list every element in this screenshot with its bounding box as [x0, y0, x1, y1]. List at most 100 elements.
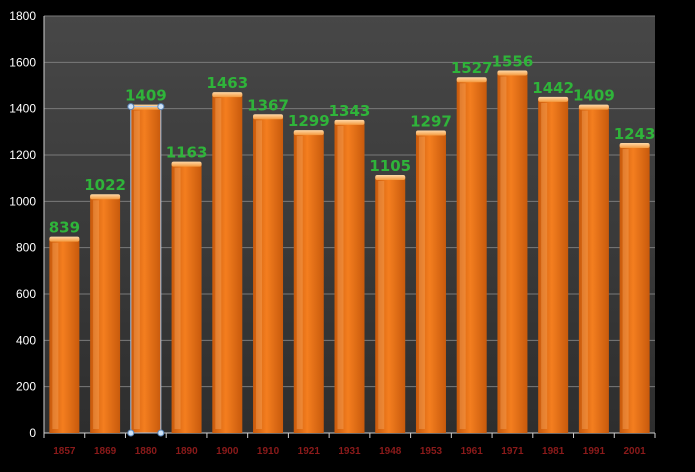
- bar[interactable]: [212, 92, 243, 434]
- bar-top-cap: [375, 175, 406, 181]
- y-tick-label: 1000: [9, 194, 36, 208]
- bar[interactable]: [538, 96, 569, 433]
- bar-top-cap: [538, 96, 569, 102]
- bar-top-cap: [334, 119, 365, 125]
- bar-body[interactable]: [212, 94, 243, 434]
- data-label: 1299: [288, 112, 330, 130]
- x-tick-label: 1857: [53, 446, 76, 457]
- selection-outline: [130, 106, 162, 434]
- bar-highlight: [93, 200, 100, 429]
- data-label: 1442: [532, 79, 574, 97]
- y-tick-label: 200: [16, 380, 36, 394]
- bar-body[interactable]: [415, 132, 446, 434]
- bar[interactable]: [456, 77, 487, 434]
- data-label: 1556: [492, 53, 534, 71]
- data-label: 839: [49, 219, 80, 237]
- x-tick-label: 1900: [216, 446, 239, 457]
- x-tick-label: 2001: [624, 446, 647, 457]
- bar-highlight: [337, 125, 344, 429]
- bar-highlight: [581, 110, 588, 429]
- bar[interactable]: [253, 114, 284, 433]
- y-tick-label: 0: [29, 426, 36, 440]
- bar-highlight: [500, 76, 507, 429]
- data-label: 1463: [206, 74, 248, 92]
- bar[interactable]: [293, 130, 324, 433]
- x-tick-label: 1910: [257, 446, 280, 457]
- selection-handles: [127, 103, 165, 437]
- bar[interactable]: [171, 161, 202, 434]
- selection-handle[interactable]: [157, 103, 165, 111]
- bar-highlight: [459, 83, 466, 430]
- x-tick-label: 1991: [583, 446, 606, 457]
- bar-highlight: [378, 181, 385, 429]
- x-tick-label: 1880: [135, 446, 158, 457]
- bar-body[interactable]: [619, 145, 650, 433]
- bar-top-cap: [171, 161, 202, 167]
- x-tick-label: 1971: [501, 446, 524, 457]
- bar-top-cap: [619, 143, 650, 149]
- bar-top-cap: [90, 194, 121, 200]
- bar[interactable]: [415, 130, 446, 434]
- y-tick-label: 400: [16, 333, 36, 347]
- data-label: 1527: [451, 59, 493, 77]
- y-tick-label: 800: [16, 241, 36, 255]
- bar-top-cap: [456, 77, 487, 83]
- data-label: 1163: [166, 144, 208, 162]
- bar[interactable]: [375, 175, 406, 433]
- x-tick-label: 1948: [379, 446, 402, 457]
- data-label: 1297: [410, 113, 452, 131]
- x-tick-label: 1961: [461, 446, 484, 457]
- bar-body[interactable]: [49, 238, 80, 433]
- selection-handle[interactable]: [127, 429, 135, 437]
- data-label: 1409: [573, 87, 615, 105]
- bar-highlight: [52, 242, 59, 429]
- bar[interactable]: [619, 143, 650, 433]
- bar-body[interactable]: [497, 72, 528, 433]
- bar-highlight: [541, 102, 548, 429]
- bar[interactable]: [49, 236, 80, 433]
- bar-highlight: [215, 98, 222, 430]
- bar[interactable]: [578, 104, 609, 433]
- bar-top-cap: [578, 104, 609, 110]
- bar-body[interactable]: [293, 132, 324, 433]
- bar-highlight: [296, 136, 303, 429]
- bar-top-cap: [293, 130, 324, 136]
- y-tick-label: 1200: [9, 148, 36, 162]
- bar-top-cap: [253, 114, 284, 120]
- data-label: 1409: [125, 87, 167, 105]
- bar-body[interactable]: [334, 121, 365, 433]
- bar-body[interactable]: [171, 163, 202, 434]
- bar[interactable]: [334, 119, 365, 433]
- bar-body[interactable]: [538, 98, 569, 433]
- y-tick-label: 1600: [9, 55, 36, 69]
- bar[interactable]: [130, 104, 161, 433]
- bar-highlight: [133, 110, 140, 429]
- selection-handle[interactable]: [157, 429, 165, 437]
- x-tick-label: 1981: [542, 446, 565, 457]
- x-axis-tick-labels: 1857 1869 1880 1890 1900 1910 1921 1931 1948 1953…: [53, 446, 646, 457]
- bar-body[interactable]: [253, 116, 284, 433]
- x-tick-label: 1921: [298, 446, 321, 457]
- bar-body[interactable]: [456, 79, 487, 434]
- data-label: 1243: [614, 125, 656, 143]
- bar-body[interactable]: [375, 177, 406, 433]
- y-axis-tick-labels: 0 200 400 600 800 1000 1200 1400 1600 1800: [9, 9, 36, 440]
- x-tick-label: 1890: [175, 446, 198, 457]
- bar[interactable]: [90, 194, 121, 433]
- bar[interactable]: [497, 70, 528, 433]
- y-tick-label: 1400: [9, 102, 36, 116]
- data-label: 1022: [84, 176, 126, 194]
- data-label: 1367: [247, 96, 289, 114]
- selection-handle[interactable]: [127, 103, 135, 111]
- bar-body[interactable]: [90, 196, 121, 433]
- x-tick-label: 1953: [420, 446, 443, 457]
- bars: [49, 70, 650, 434]
- bar-body[interactable]: [578, 106, 609, 433]
- bar-top-cap: [212, 92, 243, 98]
- data-label: 1343: [329, 102, 371, 120]
- bar-highlight: [256, 120, 263, 429]
- bar-body[interactable]: [130, 106, 161, 433]
